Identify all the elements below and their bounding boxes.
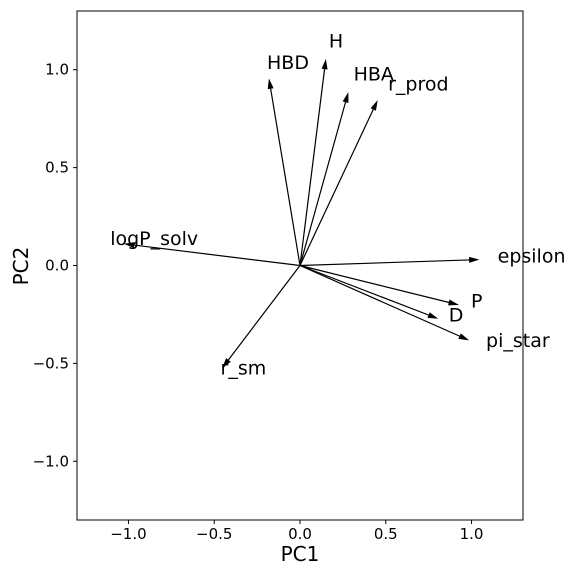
vector-shaft — [227, 265, 301, 361]
vector-HBA: HBA — [299, 64, 394, 266]
vector-arrowhead — [222, 358, 231, 369]
x-tick-label: 1.0 — [460, 525, 484, 543]
x-tick-label: 0.0 — [288, 525, 312, 543]
vector-r-prod: r_prod — [299, 73, 449, 266]
vector-arrowhead — [458, 333, 470, 341]
vector-HBD: HBD — [267, 52, 309, 266]
y-tick-label: 1.0 — [45, 61, 69, 79]
vector-shaft — [270, 88, 301, 266]
x-axis-label: PC1 — [281, 542, 320, 566]
vector-r-sm: r_sm — [221, 265, 301, 379]
vector-label: epsilon — [498, 246, 566, 268]
vector-arrowhead — [370, 100, 378, 111]
vector-label: D — [449, 304, 464, 326]
vector-arrowhead — [321, 58, 328, 70]
vector-label: HBD — [267, 52, 309, 74]
vector-logP-solv: logP_solv — [110, 228, 301, 267]
vector-arrowhead — [267, 78, 274, 90]
vector-label: H — [329, 30, 343, 52]
vector-arrowhead — [342, 92, 349, 103]
vector-shaft — [299, 264, 430, 316]
y-tick-label: 0.0 — [45, 257, 69, 275]
vector-shaft — [299, 68, 326, 266]
y-axis-ticks: −1.0 −0.5 0.0 0.5 1.0 — [33, 61, 77, 470]
vector-arrowhead — [123, 242, 135, 249]
vector-label: P — [471, 291, 482, 313]
vector-arrowhead — [427, 312, 439, 319]
vector-shaft — [299, 108, 374, 266]
vector-shaft — [133, 244, 301, 267]
vector-shaft — [299, 101, 347, 266]
x-axis-ticks: −1.0 −0.5 0.0 0.5 1.0 — [110, 520, 483, 543]
y-axis-label: PC2 — [9, 247, 33, 286]
vector-pi-star: pi_star — [299, 264, 550, 352]
vector-shaft — [299, 259, 470, 267]
vector-label: r_sm — [221, 357, 267, 379]
vector-arrowhead — [469, 256, 480, 263]
vector-label: pi_star — [486, 330, 550, 352]
vector-label: logP_solv — [110, 228, 198, 250]
x-tick-label: 0.5 — [374, 525, 398, 543]
y-tick-label: 0.5 — [45, 159, 69, 177]
vector-label: r_prod — [388, 73, 448, 95]
x-tick-label: −1.0 — [110, 525, 146, 543]
x-tick-label: −0.5 — [196, 525, 232, 543]
vector-arrowhead — [448, 299, 459, 306]
y-tick-label: −0.5 — [33, 354, 69, 372]
vector-epsilon: epsilon — [299, 246, 566, 268]
vector-P: P — [299, 264, 482, 313]
vector-shaft — [299, 264, 461, 337]
y-tick-label: −1.0 — [33, 452, 69, 470]
vector-label: HBA — [354, 64, 394, 86]
vector-shaft — [299, 264, 450, 304]
vector-D: D — [299, 264, 464, 326]
vector-H: H — [299, 30, 343, 266]
